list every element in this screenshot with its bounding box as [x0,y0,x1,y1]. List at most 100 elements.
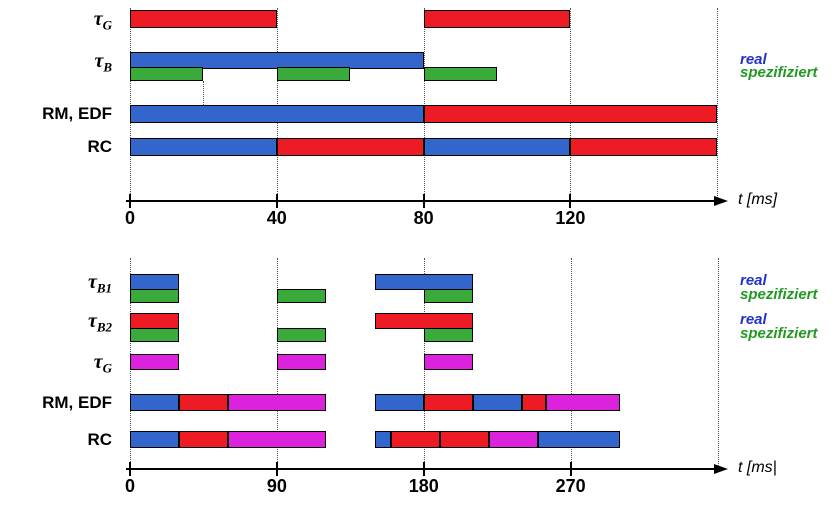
bar-tau-g-1 [423,10,571,28]
row-label-text: RC [87,429,112,449]
tau-subscript: G [102,360,112,376]
row-label-text: RM, EDF [42,392,112,412]
bar-tau-b2-spez-1 [276,328,326,342]
bar-tau-b2-real-0 [130,313,179,329]
legend-real: real [740,50,767,68]
bar-tau-g-2 [423,354,473,370]
row-label-tau-g: τG [0,350,112,380]
axis-tick [129,462,131,476]
axis-tick-label: 180 [408,476,439,496]
bar-tau-b1-spez-0 [130,289,179,303]
time-axis [126,200,714,202]
bar-rc-2 [227,431,326,448]
bar-tau-b1-real-1 [374,274,473,290]
bar-rc-3 [374,431,392,448]
bar-rc-2 [423,138,571,156]
axis-tick-label: 270 [555,476,586,496]
bar-rm-edf-3 [374,394,424,411]
tau-symbol: τ [87,271,97,293]
time-gridline [570,258,572,468]
axis-tick [422,194,425,208]
bar-tau-b2-spez-2 [423,328,473,342]
legend-real: real [740,311,767,328]
bar-rm-edf-0 [130,394,179,411]
axis-tick [129,194,131,208]
deadline-marker-line [203,81,205,105]
bar-rm-edf-5 [472,394,522,411]
time-axis-arrow [714,196,728,206]
row-label-rc: RC [0,135,112,159]
time-axis-arrow [714,464,728,474]
axis-tick-label: 40 [266,208,287,228]
row-label-text: RM, EDF [42,104,112,123]
row-label-text: RC [87,137,112,156]
bar-rc-7 [538,431,620,448]
bar-tau-g-1 [276,354,326,370]
row-label-rc: RC [0,428,112,452]
axis-tick-label: 90 [266,476,287,496]
tau-subscript: B1 [96,280,112,296]
bar-rc-5 [440,431,490,448]
row-label-tau-b-real: τB [0,49,112,79]
tau-subscript: B [103,58,112,74]
bar-rm-edf-0 [130,105,424,123]
bar-rc-3 [570,138,718,156]
time-gridline [717,8,719,200]
axis-unit-label: t [ms| [738,459,777,476]
axis-tick [275,462,278,476]
row-label-tau-g: τG [0,7,112,37]
legend-spezifiziert: spezifiziert [740,64,818,81]
bar-rc-0 [130,138,277,156]
bar-tau-b-spez-1 [276,67,351,81]
bar-tau-b1-spez-2 [423,289,473,303]
axis-tick [569,194,572,208]
row-label-rm-edf: RM, EDF [0,391,112,415]
row-label-tau-b2-real: τB2 [0,309,112,339]
bar-tau-b1-real-0 [130,274,179,290]
legend-spezifiziert: spezifiziert [740,325,818,342]
bar-tau-b2-spez-0 [130,328,179,342]
time-gridline [130,8,131,200]
bar-tau-b-spez-2 [423,67,497,81]
axis-tick [275,194,278,208]
bar-rc-1 [178,431,228,448]
bar-tau-b1-spez-1 [276,289,326,303]
time-gridline [717,258,719,468]
time-gridline [570,8,572,200]
bar-rm-edf-6 [521,394,547,411]
bar-rm-edf-7 [546,394,620,411]
tau-symbol: τ [94,49,104,72]
tau-subscript: G [102,17,112,33]
bar-tau-g-0 [130,10,277,28]
bar-tau-b2-real-1 [374,313,473,329]
bar-tau-b-spez-0 [130,67,204,81]
time-gridline [423,8,425,200]
axis-tick-label: 0 [124,476,135,496]
axis-unit-label: t [ms] [738,191,778,208]
time-gridline [276,8,278,200]
bar-rm-edf-2 [227,394,326,411]
bar-rm-edf-1 [423,105,718,123]
tau-symbol: τ [87,310,97,332]
axis-tick-label: 0 [124,208,135,228]
legend-real: real [740,272,767,289]
tau-symbol: τ [93,8,103,30]
tau-symbol: τ [93,351,103,373]
axis-tick [569,462,572,476]
row-label-tau-b1-real: τB1 [0,270,112,300]
bar-rc-6 [489,431,538,448]
time-axis [126,468,714,470]
row-label-rm-edf: RM, EDF [0,102,112,126]
bar-rm-edf-1 [178,394,228,411]
bar-rc-0 [130,431,179,448]
bar-rc-4 [391,431,441,448]
bar-rm-edf-4 [423,394,473,411]
axis-tick-label: 120 [555,208,586,228]
axis-tick-label: 80 [413,208,434,228]
axis-tick [422,462,425,476]
bar-rc-1 [276,138,424,156]
legend-spezifiziert: spezifiziert [740,286,818,303]
